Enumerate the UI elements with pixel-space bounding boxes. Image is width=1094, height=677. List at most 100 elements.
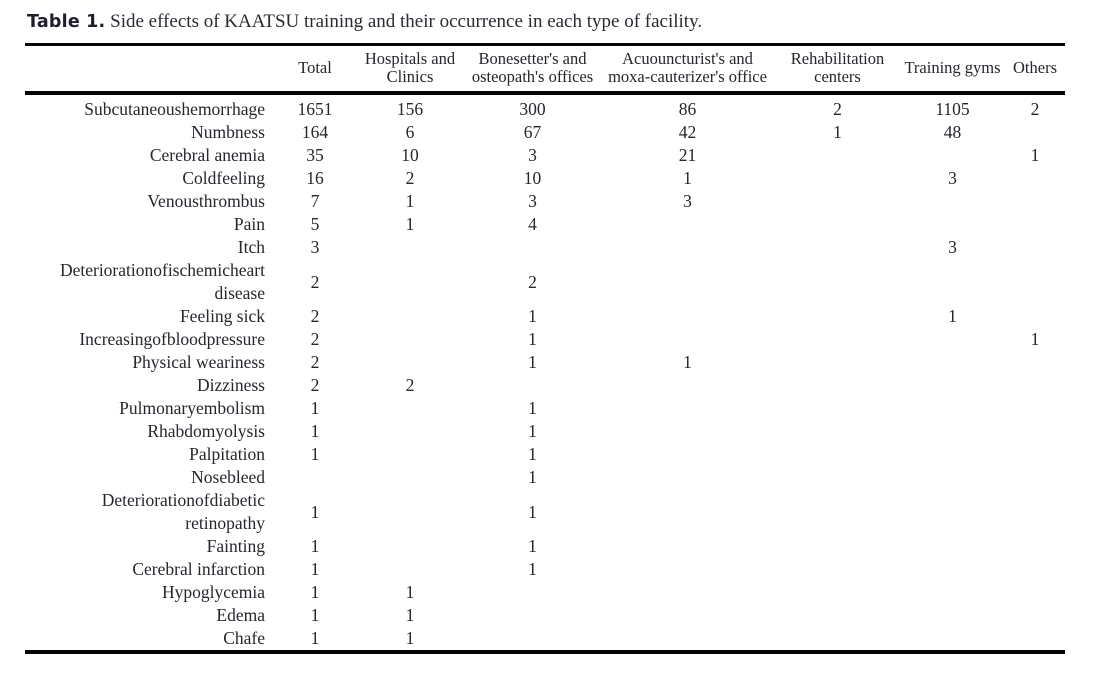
count-cell xyxy=(900,627,1005,652)
count-cell: 2 xyxy=(310,271,320,292)
table-row: Deteriorationofdiabetic retinopathy 1 1 xyxy=(25,489,1065,535)
count-cell: 6 xyxy=(405,122,415,142)
table-row: Coldfeeling 16 2 10 1 3 xyxy=(25,167,1065,190)
count-cell xyxy=(600,420,775,443)
count-cell: 3 xyxy=(528,145,537,165)
count-cell xyxy=(775,627,900,652)
count-cell: 2 xyxy=(310,329,320,349)
count-cell: 1 xyxy=(405,191,415,211)
count-cell: 3 xyxy=(310,237,320,257)
count-cell xyxy=(1005,259,1065,305)
count-cell xyxy=(355,443,465,466)
side-effect-label: Hypoglycemia xyxy=(161,582,265,602)
count-cell xyxy=(775,374,900,397)
table-row: Fainting 1 1 xyxy=(25,535,1065,558)
count-cell: 1 xyxy=(528,421,537,441)
count-cell xyxy=(900,259,1005,305)
table-row: Cerebral infarction 1 1 xyxy=(25,558,1065,581)
count-cell xyxy=(465,236,600,259)
count-cell xyxy=(600,558,775,581)
table-caption-number: Table 1. xyxy=(27,12,106,32)
column-header-rehabilitation: Rehabilitation centers xyxy=(775,44,900,95)
count-cell xyxy=(1005,167,1065,190)
count-cell: 1 xyxy=(528,501,537,522)
side-effect-label: Edema xyxy=(216,605,265,625)
column-header-acupuncturists: Acuouncturist's and moxa-cauterizer's of… xyxy=(600,44,775,95)
count-cell xyxy=(775,535,900,558)
count-cell xyxy=(775,466,900,489)
side-effect-label: Pain xyxy=(233,214,265,234)
count-cell xyxy=(600,397,775,420)
table-row: Venousthrombus 7 1 3 3 xyxy=(25,190,1065,213)
count-cell xyxy=(600,443,775,466)
side-effect-label: Palpitation xyxy=(189,444,265,464)
column-header-total: Total xyxy=(275,44,355,95)
count-cell xyxy=(600,535,775,558)
count-cell xyxy=(775,489,900,535)
side-effect-label: Numbness xyxy=(191,122,265,142)
count-cell xyxy=(600,213,775,236)
column-header-hospitals: Hospitals and Clinics xyxy=(355,44,465,95)
count-cell: 1 xyxy=(528,444,537,464)
count-cell: 35 xyxy=(306,145,324,165)
table-row: Increasingofbloodpressure 2 1 1 xyxy=(25,328,1065,351)
side-effect-label: Increasingofbloodpressure xyxy=(79,329,265,349)
side-effect-label: Cerebral infarction xyxy=(132,559,265,579)
count-cell: 1 xyxy=(310,628,320,648)
count-cell xyxy=(1005,213,1065,236)
side-effect-label: Deteriorationofdiabetic retinopathy xyxy=(101,490,265,533)
count-cell xyxy=(1005,558,1065,581)
count-cell xyxy=(1005,581,1065,604)
count-cell: 1 xyxy=(310,501,320,522)
count-cell: 1651 xyxy=(297,99,333,119)
count-cell: 1 xyxy=(405,628,415,648)
count-cell xyxy=(600,259,775,305)
count-cell xyxy=(1005,604,1065,627)
count-cell: 1 xyxy=(310,421,320,441)
count-cell xyxy=(600,489,775,535)
count-cell xyxy=(465,604,600,627)
column-header-empty xyxy=(25,44,275,95)
count-cell xyxy=(900,604,1005,627)
count-cell xyxy=(900,443,1005,466)
count-cell: 21 xyxy=(678,145,697,165)
count-cell: 2 xyxy=(310,375,320,395)
count-cell xyxy=(775,443,900,466)
count-cell: 1 xyxy=(528,536,537,556)
count-cell xyxy=(775,190,900,213)
count-cell xyxy=(775,581,900,604)
count-cell: 2 xyxy=(310,352,320,372)
side-effect-label: Venousthrombus xyxy=(147,191,265,211)
count-cell xyxy=(900,144,1005,167)
count-cell xyxy=(900,558,1005,581)
side-effect-label: Chafe xyxy=(223,628,265,648)
side-effect-label: Rhabdomyolysis xyxy=(147,421,265,441)
count-cell xyxy=(1005,627,1065,652)
count-cell: 1 xyxy=(405,582,415,602)
count-cell xyxy=(355,351,465,374)
table-row: Pain 5 1 4 xyxy=(25,213,1065,236)
count-cell xyxy=(355,466,465,489)
count-cell xyxy=(900,351,1005,374)
count-cell: 1 xyxy=(948,306,957,326)
count-cell: 1 xyxy=(528,352,537,372)
count-cell xyxy=(775,236,900,259)
side-effect-label: Itch xyxy=(237,237,265,257)
count-cell xyxy=(1005,190,1065,213)
count-cell: 67 xyxy=(523,122,542,142)
count-cell xyxy=(1005,374,1065,397)
count-cell: 156 xyxy=(396,99,424,119)
paper-page: Table 1. Side effects of KAATSU training… xyxy=(25,11,1065,654)
count-cell xyxy=(1005,351,1065,374)
side-effects-table: Total Hospitals and Clinics Bonesetter's… xyxy=(25,43,1065,654)
count-cell: 2 xyxy=(405,168,415,188)
count-cell: 1 xyxy=(1030,145,1040,165)
count-cell xyxy=(355,558,465,581)
count-cell: 2 xyxy=(405,375,415,395)
count-cell xyxy=(355,535,465,558)
count-cell xyxy=(275,466,355,489)
table-row: Edema 1 1 xyxy=(25,604,1065,627)
count-cell xyxy=(355,420,465,443)
table-row: Hypoglycemia 1 1 xyxy=(25,581,1065,604)
count-cell xyxy=(1005,420,1065,443)
